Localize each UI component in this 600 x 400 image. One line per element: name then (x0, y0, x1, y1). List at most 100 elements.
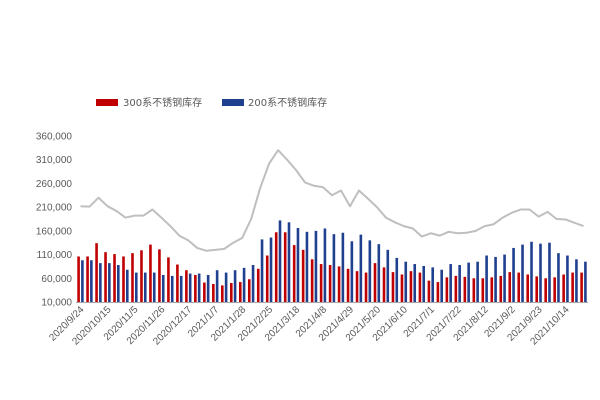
legend-label-300-series: 300系不锈钢库存 (123, 96, 202, 109)
bar-200-series (260, 239, 264, 302)
bar-200-series (206, 274, 210, 302)
bar-300-series (544, 278, 547, 302)
bar-300-series (95, 243, 98, 302)
bar-300-series (149, 244, 152, 302)
bar-200-series (233, 270, 237, 302)
bar-200-series (503, 254, 506, 302)
bar-200-series (117, 265, 120, 302)
bar-300-series (508, 272, 512, 302)
bar-200-series (287, 222, 291, 302)
bar-300-series (490, 277, 494, 302)
bar-300-series (203, 282, 206, 302)
bar-300-series (391, 272, 395, 302)
bar-200-series (440, 269, 443, 302)
bar-200-series (422, 265, 426, 302)
bar-300-series (185, 270, 188, 302)
bars-layer (77, 220, 587, 302)
bar-300-series (445, 277, 449, 302)
bar-300-series (194, 274, 197, 302)
bar-300-series (238, 282, 242, 302)
bar-300-series (310, 259, 314, 302)
bar-200-series (179, 275, 183, 302)
bar-300-series (131, 253, 134, 302)
bar-300-series (535, 276, 538, 302)
bar-300-series (229, 283, 233, 302)
bar-300-series (364, 272, 368, 302)
bar-300-series (517, 272, 521, 302)
bar-200-series (251, 265, 255, 302)
bar-200-series (530, 241, 533, 302)
bar-200-series (90, 260, 93, 302)
bar-300-series (176, 264, 179, 302)
bar-200-series (314, 230, 318, 302)
y-tick-label: 60,000 (41, 274, 72, 285)
bar-200-series (395, 257, 399, 302)
bar-300-series (472, 278, 476, 302)
bar-300-series (158, 249, 161, 302)
bar-200-series (81, 260, 84, 302)
bar-200-series (377, 244, 381, 302)
bar-200-series (575, 259, 578, 302)
bar-200-series (134, 272, 138, 302)
bar-300-series (265, 255, 269, 302)
bar-200-series (539, 243, 542, 302)
bar-300-series (274, 232, 278, 302)
bar-200-series (386, 249, 390, 302)
bar-200-series (215, 270, 219, 302)
bar-300-series (418, 272, 422, 302)
bar-200-series (242, 267, 246, 302)
bar-200-series (296, 228, 300, 302)
bar-200-series (197, 273, 201, 302)
bar-300-series (463, 276, 467, 302)
bar-300-series (140, 250, 143, 302)
y-tick-label: 110,000 (37, 250, 73, 261)
bar-300-series (571, 272, 574, 302)
bar-200-series (413, 264, 417, 302)
bar-300-series (409, 271, 413, 302)
bar-300-series (167, 257, 170, 302)
bar-300-series (301, 249, 305, 302)
total-line-layer (80, 149, 584, 252)
legend-label-200-series: 200系不锈钢库存 (248, 96, 327, 109)
bar-200-series (161, 274, 165, 302)
bar-300-series (481, 278, 485, 302)
bar-200-series (143, 272, 147, 302)
bar-200-series (566, 255, 569, 302)
y-tick-label: 210,000 (36, 203, 73, 214)
bar-200-series (368, 240, 372, 302)
bar-300-series (562, 274, 565, 302)
bar-300-series (355, 271, 359, 302)
bar-300-series (382, 267, 386, 302)
bar-300-series (373, 263, 377, 302)
bar-300-series (319, 264, 323, 302)
bar-200-series (99, 263, 102, 302)
bar-300-series (256, 268, 260, 302)
legend: 300系不锈钢库存 200系不锈钢库存 (96, 96, 327, 109)
bar-300-series (221, 285, 224, 302)
bar-300-series (283, 232, 287, 302)
bar-200-series (404, 261, 408, 302)
y-tick-label: 160,000 (36, 226, 73, 237)
bar-200-series (269, 237, 273, 302)
bar-300-series (77, 256, 80, 302)
y-tick-label: 310,000 (36, 155, 73, 166)
bar-300-series (247, 279, 251, 302)
bar-200-series (584, 261, 587, 302)
y-tick-label: 10,000 (41, 298, 72, 309)
bar-200-series (350, 241, 354, 302)
x-axis: 2020/9/242020/10/152020/11/52020/11/2620… (47, 304, 572, 347)
bar-200-series (188, 273, 192, 302)
bar-200-series (512, 247, 515, 302)
bar-300-series (454, 275, 458, 302)
bar-300-series (328, 265, 332, 302)
bar-300-series (436, 282, 440, 302)
bar-300-series (400, 274, 404, 302)
bar-200-series (332, 234, 336, 302)
bar-300-series (86, 256, 89, 302)
bar-200-series (467, 262, 470, 302)
bar-200-series (126, 269, 129, 302)
y-tick-label: 260,000 (36, 179, 73, 190)
bar-200-series (305, 231, 309, 302)
bar-200-series (341, 232, 345, 302)
